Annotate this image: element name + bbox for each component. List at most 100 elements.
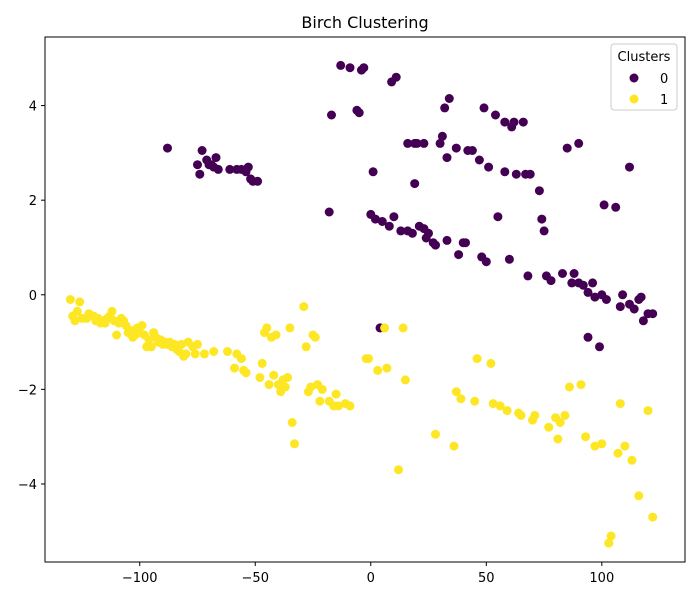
data-point-cluster-0	[391, 72, 401, 82]
data-point-cluster-1	[488, 399, 498, 409]
data-point-cluster-0	[574, 138, 584, 148]
data-point-cluster-1	[269, 370, 279, 380]
data-point-cluster-1	[72, 306, 82, 316]
data-point-cluster-1	[394, 465, 403, 475]
legend-box	[610, 43, 678, 111]
data-point-cluster-0	[336, 60, 346, 70]
data-point-cluster-1	[431, 429, 440, 439]
data-point-cluster-0	[629, 304, 639, 314]
data-point-cluster-1	[137, 321, 147, 330]
data-point-cluster-0	[461, 238, 470, 248]
data-point-cluster-0	[481, 257, 491, 267]
data-point-cluster-0	[193, 160, 202, 170]
data-point-cluster-0	[562, 143, 572, 153]
data-point-cluster-1	[486, 358, 496, 368]
data-point-cluster-1	[400, 375, 410, 385]
data-point-cluster-0	[583, 332, 593, 342]
data-point-cluster-1	[606, 531, 616, 541]
data-point-cluster-0	[412, 138, 422, 148]
data-point-cluster-0	[636, 292, 646, 302]
data-point-cluster-0	[213, 164, 223, 174]
axis-ticks: −100 −50 0 50 100 −4 −2 0 2 4	[18, 100, 614, 586]
data-point-cluster-0	[638, 316, 648, 326]
data-point-cluster-1	[560, 410, 570, 420]
data-point-cluster-1	[107, 306, 117, 316]
data-point-cluster-1	[516, 410, 526, 420]
data-point-cluster-0	[442, 153, 452, 163]
data-point-cluster-0	[467, 146, 477, 155]
data-point-cluster-0	[525, 169, 535, 179]
data-point-cluster-1	[597, 439, 607, 449]
data-point-cluster-1	[398, 323, 408, 333]
y-tick-label: −4	[18, 478, 37, 493]
data-point-cluster-1	[544, 422, 554, 432]
data-point-cluster-1	[364, 354, 373, 364]
data-point-cluster-0	[437, 131, 447, 141]
data-point-cluster-0	[440, 103, 450, 113]
data-point-cluster-0	[442, 235, 452, 245]
data-point-cluster-0	[211, 153, 221, 163]
legend-title: Clusters	[618, 50, 671, 65]
x-tick-label: 0	[367, 571, 375, 586]
data-point-cluster-1	[553, 434, 563, 444]
data-point-cluster-1	[65, 295, 75, 304]
points-layer	[65, 60, 658, 548]
data-point-cluster-0	[435, 138, 445, 148]
data-point-cluster-1	[193, 339, 202, 349]
data-point-cluster-0	[243, 162, 253, 172]
data-point-cluster-0	[345, 63, 355, 73]
data-point-cluster-1	[627, 455, 637, 465]
data-point-cluster-1	[604, 538, 614, 548]
data-point-cluster-0	[354, 108, 364, 118]
data-point-cluster-1	[495, 401, 505, 411]
data-point-cluster-1	[230, 363, 239, 373]
data-point-cluster-1	[70, 316, 80, 326]
data-point-cluster-0	[484, 162, 494, 172]
data-point-cluster-1	[555, 418, 565, 427]
data-point-cluster-1	[345, 401, 355, 411]
data-point-cluster-0	[500, 167, 510, 177]
data-point-cluster-1	[373, 365, 383, 375]
data-point-cluster-0	[431, 240, 440, 250]
data-point-cluster-0	[504, 254, 514, 264]
data-point-cluster-0	[197, 146, 207, 155]
data-point-cluster-0	[419, 138, 429, 148]
data-point-cluster-1	[299, 302, 309, 312]
data-point-cluster-1	[181, 349, 191, 359]
data-point-cluster-0	[611, 202, 621, 212]
data-point-cluster-0	[493, 212, 503, 222]
data-point-cluster-1	[581, 432, 591, 442]
data-point-cluster-0	[534, 186, 544, 196]
data-point-cluster-1	[613, 448, 623, 458]
data-point-cluster-0	[601, 295, 611, 304]
data-point-cluster-1	[176, 339, 186, 349]
data-point-cluster-1	[199, 349, 209, 359]
data-point-cluster-1	[315, 396, 325, 406]
data-point-cluster-0	[523, 271, 533, 281]
data-point-cluster-1	[576, 380, 586, 390]
data-point-cluster-0	[590, 292, 600, 302]
data-point-cluster-0	[403, 138, 413, 148]
legend: Clusters 01	[610, 43, 678, 111]
data-point-cluster-1	[382, 363, 392, 373]
data-point-cluster-1	[223, 347, 232, 356]
data-point-cluster-1	[236, 354, 246, 364]
data-point-cluster-1	[502, 406, 512, 416]
data-point-cluster-1	[190, 349, 200, 359]
data-point-cluster-0	[359, 63, 369, 73]
data-point-cluster-0	[588, 278, 598, 288]
data-point-cluster-0	[618, 290, 628, 300]
data-point-cluster-0	[539, 226, 549, 236]
data-point-cluster-0	[370, 214, 380, 224]
data-point-cluster-1	[75, 297, 85, 307]
data-point-cluster-1	[317, 384, 327, 394]
data-point-cluster-1	[643, 406, 653, 416]
data-point-cluster-1	[565, 382, 574, 392]
data-point-cluster-1	[290, 439, 299, 449]
data-point-cluster-1	[449, 441, 459, 451]
data-point-cluster-0	[569, 269, 579, 278]
data-point-cluster-1	[620, 441, 630, 451]
x-tick-label: 50	[478, 571, 495, 586]
data-point-cluster-1	[209, 347, 219, 356]
